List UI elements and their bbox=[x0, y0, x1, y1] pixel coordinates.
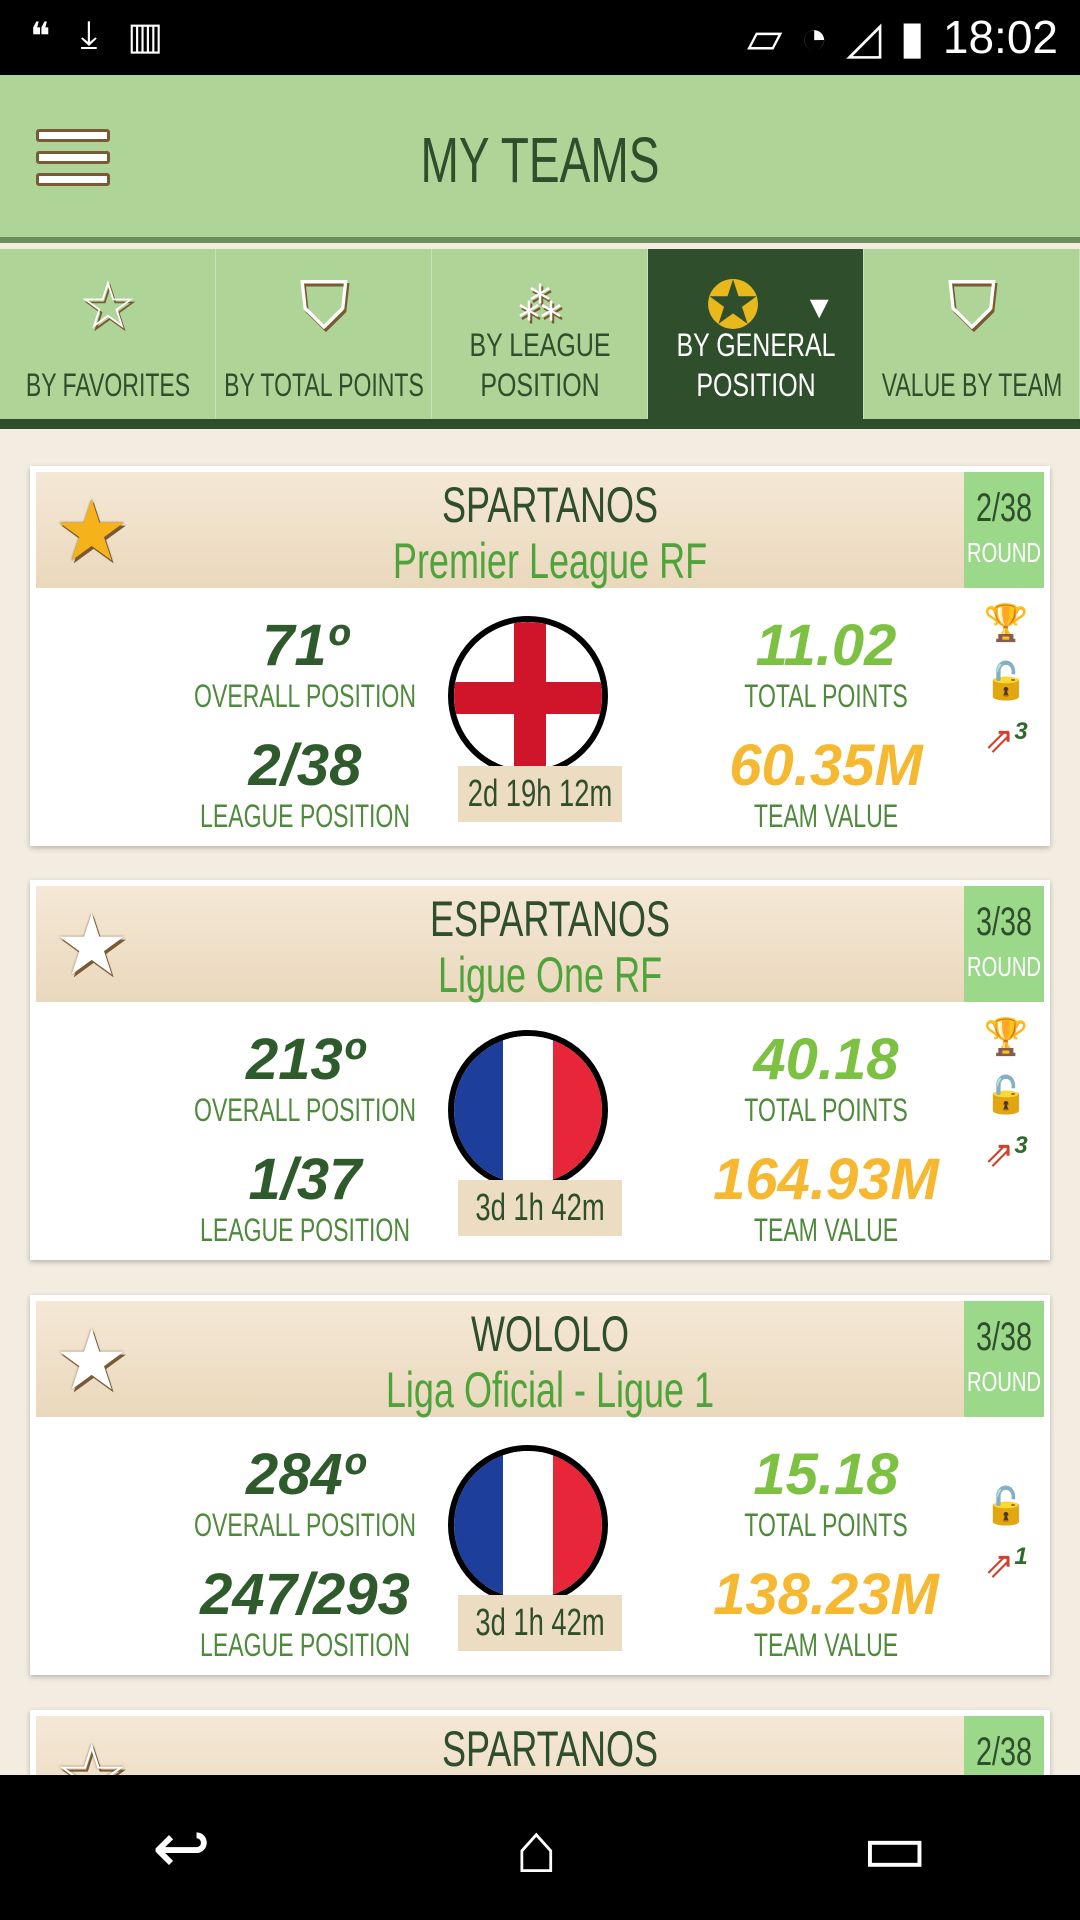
flag-france bbox=[448, 1030, 608, 1190]
round-badge: 3/38 ROUND bbox=[964, 886, 1044, 1002]
team-value: 138.23M bbox=[713, 1562, 939, 1627]
round-badge: 2/38 ROUND bbox=[964, 472, 1044, 588]
league-position: 1/37 bbox=[248, 1147, 362, 1212]
total-points: 40.18 bbox=[753, 1027, 899, 1092]
barcode-icon: ▥ bbox=[127, 16, 164, 58]
overall-position: 71º bbox=[262, 613, 348, 678]
trophy-icon[interactable]: 🏆 bbox=[983, 602, 1029, 643]
transfers-icon[interactable]: ⇗3 bbox=[984, 718, 1028, 760]
back-icon[interactable]: ↩ bbox=[152, 1808, 211, 1887]
recents-icon[interactable]: ▭ bbox=[861, 1808, 928, 1887]
countdown: 3d 1h 42m bbox=[458, 1180, 622, 1236]
stars-icon: ⁂ bbox=[518, 280, 562, 329]
flag-france bbox=[448, 1445, 608, 1605]
home-icon[interactable]: ⌂ bbox=[515, 1808, 558, 1887]
sort-tabs: ☆ BY FAVORITES ⛉ BY TOTAL POINTS ⁂ BY LEAGU… bbox=[0, 249, 1080, 429]
lock-icon[interactable]: 🔓 bbox=[983, 1074, 1029, 1115]
tab-value-by-team[interactable]: ⛉ VALUE BY TEAM bbox=[864, 249, 1080, 419]
league-name: Liga Oficial - Ligue 1 bbox=[385, 1362, 715, 1418]
favorite-star-icon[interactable]: ★ bbox=[54, 898, 130, 992]
team-name: SPARTANOS bbox=[441, 1721, 659, 1777]
team-name: SPARTANOS bbox=[441, 477, 659, 533]
lock-icon[interactable]: 🔓 bbox=[983, 1485, 1029, 1526]
navigation-bar: ↩ ⌂ ▭ bbox=[0, 1775, 1080, 1920]
team-value: 60.35M bbox=[729, 733, 923, 798]
team-card[interactable]: ★ WOLOLO Liga Oficial - Ligue 1 3/38 ROUN… bbox=[30, 1295, 1050, 1675]
status-bar: ❝ ⤓ ▥ ▱ ◔ ◿ ▮ 18:02 bbox=[0, 0, 1080, 75]
favorite-star-icon[interactable]: ★ bbox=[54, 484, 130, 578]
tab-by-general-position[interactable]: ✪ ▼ BY GENERAL POSITION bbox=[648, 249, 864, 419]
team-name: ESPARTANOS bbox=[429, 891, 671, 947]
battery-charging-icon: ▮ bbox=[899, 11, 925, 63]
signal-icon: ◿ bbox=[846, 11, 882, 63]
page-title: MY TEAMS bbox=[420, 124, 660, 196]
tab-by-league-position[interactable]: ⁂ BY LEAGUE POSITION bbox=[432, 249, 648, 419]
team-card[interactable]: ★ ESPARTANOS Ligue One RF 3/38 ROUND 213º… bbox=[30, 880, 1050, 1260]
team-value: 164.93M bbox=[713, 1147, 939, 1212]
team-name: WOLOLO bbox=[470, 1306, 630, 1362]
countdown: 3d 1h 42m bbox=[458, 1595, 622, 1651]
transfers-icon[interactable]: ⇗3 bbox=[984, 1132, 1028, 1174]
tab-by-total-points[interactable]: ⛉ BY TOTAL POINTS bbox=[216, 249, 432, 419]
league-position: 247/293 bbox=[200, 1562, 410, 1627]
chevron-down-icon: ▼ bbox=[803, 289, 835, 325]
app-bar: MY TEAMS bbox=[0, 75, 1080, 243]
menu-icon[interactable] bbox=[36, 129, 110, 187]
league-position: 2/38 bbox=[248, 733, 362, 798]
trophy-icon[interactable]: 🏆 bbox=[983, 1016, 1029, 1057]
overall-position: 213º bbox=[246, 1027, 364, 1092]
flag-england bbox=[448, 616, 608, 776]
shield-star-icon: ⛉ bbox=[299, 268, 349, 342]
total-points: 11.02 bbox=[755, 613, 897, 678]
download-icon: ⤓ bbox=[80, 14, 98, 56]
tab-by-favorites[interactable]: ☆ BY FAVORITES bbox=[0, 249, 216, 419]
hangouts-icon: ❝ bbox=[30, 16, 51, 58]
transfers-icon[interactable]: ⇗1 bbox=[984, 1543, 1028, 1585]
rotate-icon: ▱ bbox=[746, 11, 783, 63]
team-card[interactable]: ★ SPARTANOS Premier League RF 2/38 ROUND … bbox=[30, 466, 1050, 846]
card-header: ★ ESPARTANOS Ligue One RF 3/38 ROUND bbox=[36, 886, 1044, 1003]
clock: 18:02 bbox=[942, 11, 1058, 63]
round-badge: 3/38 ROUND bbox=[964, 1301, 1044, 1417]
laurel-ball-icon: ✪ bbox=[705, 268, 761, 342]
league-name: Ligue One RF bbox=[437, 947, 663, 1003]
lock-icon[interactable]: 🔓 bbox=[983, 660, 1029, 701]
star-icon: ☆ bbox=[78, 268, 138, 342]
league-name: Premier League RF bbox=[392, 533, 708, 589]
wifi-icon: ◔ bbox=[800, 11, 829, 63]
countdown: 2d 19h 12m bbox=[458, 766, 622, 822]
card-header: ★ SPARTANOS Premier League RF 2/38 ROUND bbox=[36, 472, 1044, 589]
card-header: ★ WOLOLO Liga Oficial - Ligue 1 3/38 ROUN… bbox=[36, 1301, 1044, 1418]
overall-position: 284º bbox=[246, 1442, 364, 1507]
favorite-star-icon[interactable]: ★ bbox=[54, 1313, 130, 1407]
shield-money-icon: ⛉ bbox=[947, 268, 997, 342]
total-points: 15.18 bbox=[753, 1442, 899, 1507]
